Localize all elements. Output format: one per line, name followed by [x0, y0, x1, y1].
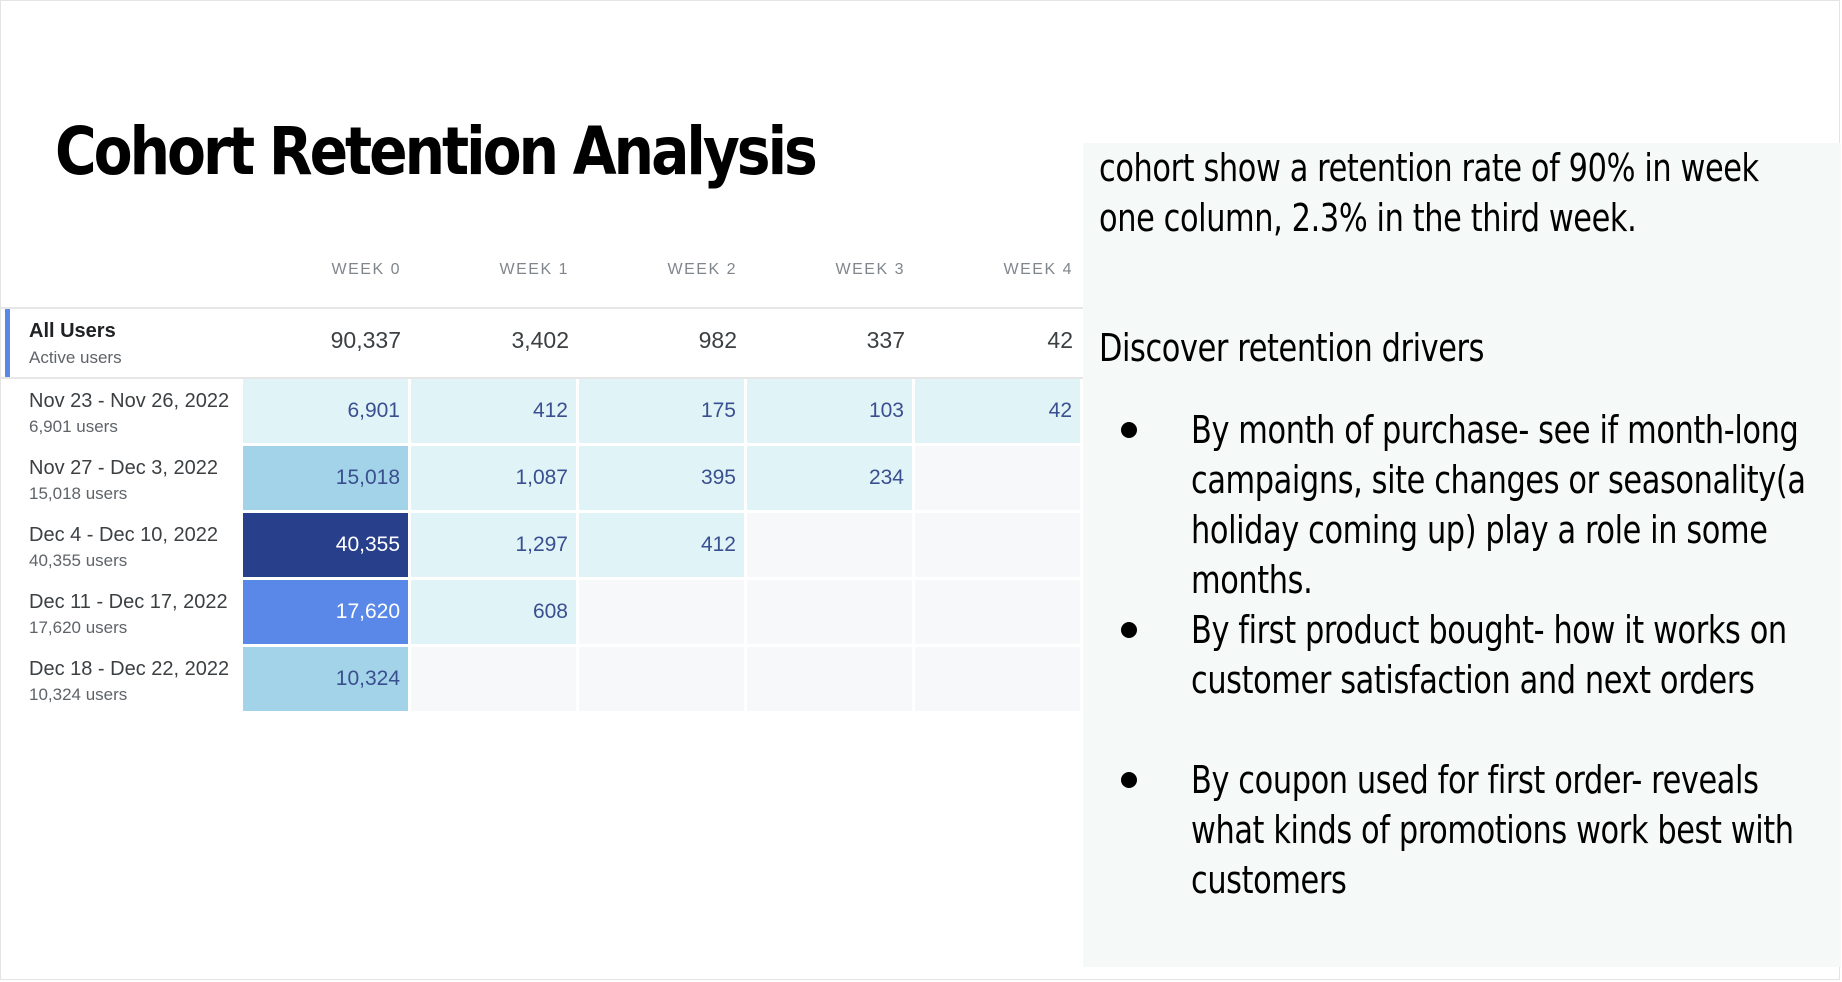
cohort-user-count: 15,018 users — [29, 484, 128, 503]
driver-list: By month of purchase- see if month-long … — [1083, 405, 1842, 905]
week-0-header: WEEK 0 — [331, 261, 401, 278]
table-row[interactable]: Nov 23 - Nov 26, 2022 6,901 users 6,901 412… — [1, 379, 1083, 446]
cohort-date-range: Nov 23 - Nov 26, 2022 — [29, 390, 230, 412]
retention-cell[interactable] — [747, 580, 912, 644]
table-row[interactable]: Dec 18 - Dec 22, 2022 10,324 users 10,324 — [1, 647, 1083, 714]
cohort-user-count: 10,324 users — [29, 685, 128, 704]
list-item: By coupon used for first order- reveals … — [1083, 755, 1842, 905]
total-week-3: 337 — [866, 327, 905, 353]
week-1-header: WEEK 1 — [499, 261, 569, 278]
retention-cell[interactable]: 412 — [579, 513, 744, 577]
retention-cell[interactable]: 412 — [411, 379, 576, 443]
all-users-label: All Users — [29, 320, 116, 342]
week-4-header: WEEK 4 — [1003, 261, 1073, 278]
cohort-user-count: 17,620 users — [29, 618, 128, 637]
retention-cell[interactable] — [579, 647, 744, 711]
retention-cell[interactable]: 17,620 — [243, 580, 408, 644]
retention-cell[interactable]: 1,297 — [411, 513, 576, 577]
total-week-0: 90,337 — [330, 327, 401, 353]
all-users-sublabel: Active users — [29, 348, 122, 367]
cohort-user-count: 6,901 users — [29, 417, 118, 436]
total-week-1: 3,402 — [511, 327, 569, 353]
driver-text: By month of purchase- see if month-long … — [1191, 408, 1806, 602]
retention-cell[interactable]: 10,324 — [243, 647, 408, 711]
cohort-date-range: Dec 4 - Dec 10, 2022 — [29, 524, 218, 546]
cohort-user-count: 40,355 users — [29, 551, 128, 570]
retention-cell[interactable] — [747, 513, 912, 577]
list-item: By month of purchase- see if month-long … — [1083, 405, 1842, 605]
notes-panel: cohort show a retention rate of 90% in w… — [1083, 143, 1841, 967]
cohort-date-range: Nov 27 - Dec 3, 2022 — [29, 457, 218, 479]
table-row[interactable]: Dec 11 - Dec 17, 2022 17,620 users 17,620 6… — [1, 580, 1083, 647]
cohort-date-range: Dec 18 - Dec 22, 2022 — [29, 658, 230, 680]
retention-cell[interactable] — [915, 446, 1080, 510]
retention-cell[interactable]: 395 — [579, 446, 744, 510]
retention-cell[interactable]: 6,901 — [243, 379, 408, 443]
list-item: By first product bought- how it works on… — [1083, 605, 1842, 755]
total-week-4: 42 — [1047, 327, 1073, 353]
retention-cell[interactable] — [411, 647, 576, 711]
retention-cell[interactable] — [579, 580, 744, 644]
retention-cell[interactable]: 40,355 — [243, 513, 408, 577]
slide-title: Cohort Retention Analysis — [55, 113, 818, 190]
week-2-header: WEEK 2 — [667, 261, 737, 278]
retention-cell[interactable]: 175 — [579, 379, 744, 443]
retention-cell[interactable]: 1,087 — [411, 446, 576, 510]
retention-cell[interactable]: 42 — [915, 379, 1080, 443]
retention-cell[interactable]: 608 — [411, 580, 576, 644]
retention-cell[interactable]: 234 — [747, 446, 912, 510]
retention-cell[interactable] — [915, 580, 1080, 644]
cohort-rows: Nov 23 - Nov 26, 2022 6,901 users 6,901 412… — [1, 379, 1083, 714]
cohort-date-range: Dec 11 - Dec 17, 2022 — [29, 591, 228, 613]
table-row[interactable]: Nov 27 - Dec 3, 2022 15,018 users 15,018 1,… — [1, 446, 1083, 513]
notes-heading: Discover retention drivers — [1099, 326, 1485, 370]
cohort-table: WEEK 0 WEEK 1 WEEK 2 WEEK 3 WEEK 4 All U… — [1, 249, 1083, 714]
bullet-icon — [1121, 772, 1137, 788]
retention-cell[interactable]: 15,018 — [243, 446, 408, 510]
week-3-header: WEEK 3 — [835, 261, 905, 278]
table-row[interactable]: Dec 4 - Dec 10, 2022 40,355 users 40,355 1,… — [1, 513, 1083, 580]
retention-cell[interactable] — [915, 647, 1080, 711]
notes-intro: cohort show a retention rate of 90% in w… — [1099, 146, 1759, 240]
total-week-2: 982 — [698, 327, 737, 353]
bullet-icon — [1121, 422, 1137, 438]
table-header-row: WEEK 0 WEEK 1 WEEK 2 WEEK 3 WEEK 4 — [1, 249, 1083, 309]
retention-cell[interactable] — [915, 513, 1080, 577]
bullet-icon — [1121, 622, 1137, 638]
driver-text: By first product bought- how it works on… — [1191, 608, 1787, 702]
retention-cell[interactable]: 103 — [747, 379, 912, 443]
all-users-row[interactable]: All Users Active users 90,337 3,402 982 … — [1, 309, 1083, 379]
driver-text: By coupon used for first order- reveals … — [1191, 758, 1794, 902]
row-accent-bar — [5, 309, 10, 377]
retention-cell[interactable] — [747, 647, 912, 711]
